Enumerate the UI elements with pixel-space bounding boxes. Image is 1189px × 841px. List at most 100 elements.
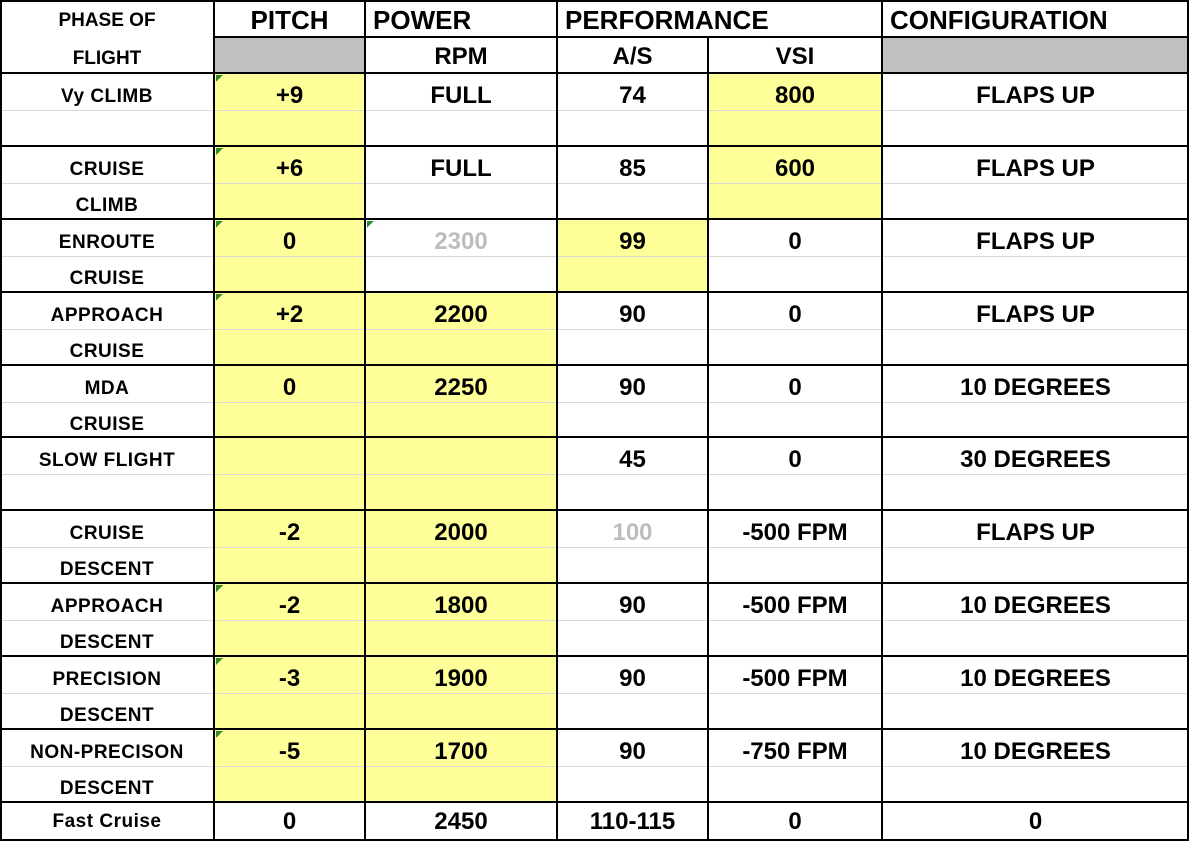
cell-value: 74 [619, 82, 646, 109]
cell-value: -3 [278, 665, 301, 692]
phase-label: APPROACH [50, 305, 164, 326]
phase-label: CLIMB [75, 195, 139, 216]
highlight [214, 146, 365, 219]
header-text: FLIGHT [72, 48, 142, 69]
cell-value: 2000 [434, 519, 488, 546]
cell-value: 800 [774, 82, 816, 109]
phase-label: DESCENT [59, 632, 155, 653]
highlight [708, 73, 882, 146]
highlight [365, 437, 557, 510]
header-text: VSI [775, 43, 815, 70]
cell-value: 2450 [434, 808, 488, 835]
highlight [214, 365, 365, 437]
header-text: POWER [373, 5, 472, 35]
header-text: RPM [434, 43, 488, 70]
cell-value: 2300 [434, 228, 488, 255]
cell-value: 90 [619, 665, 646, 692]
cell-value: +6 [275, 155, 304, 182]
cell-value: FULL [430, 155, 492, 182]
phase-label: CRUISE [69, 414, 145, 435]
cell-value: -750 FPM [742, 738, 848, 765]
sub-row-line [0, 329, 1189, 330]
highlight [365, 365, 557, 437]
cell-value: +9 [275, 82, 304, 109]
cell-value: -500 FPM [742, 592, 848, 619]
phase-label: Vy CLIMB [61, 86, 153, 107]
grid-line [0, 0, 2, 841]
highlight [365, 510, 557, 583]
grid-line [0, 218, 1189, 220]
sub-row-line [0, 256, 1189, 257]
grid-line [364, 0, 366, 841]
cell-value: 100 [612, 519, 653, 546]
grid-line [0, 72, 1189, 74]
header-text: CONFIGURATION [890, 5, 1108, 35]
comment-marker [216, 294, 223, 301]
cell-value: 0 [788, 808, 802, 835]
comment-marker [216, 221, 223, 228]
cell-value: +2 [275, 301, 304, 328]
cell-value: 0 [1028, 808, 1043, 835]
header-blank [214, 37, 365, 73]
grid-line [0, 509, 1189, 511]
sub-row-line [0, 183, 1189, 184]
comment-marker [216, 585, 223, 592]
highlight [214, 510, 365, 583]
sub-row-line [0, 693, 1189, 694]
sub-row-line [0, 110, 1189, 111]
sub-row-line [0, 547, 1189, 548]
cell-value: 90 [619, 301, 646, 328]
cell-value: FLAPS UP [976, 228, 1095, 255]
cell-value: 90 [619, 374, 646, 401]
grid-line [881, 0, 883, 841]
cell-value: 0 [282, 808, 297, 835]
highlight [214, 656, 365, 729]
highlight [214, 73, 365, 146]
sub-row-line [0, 402, 1189, 403]
cell-value: 90 [619, 592, 646, 619]
cell-value: 2200 [434, 301, 488, 328]
cell-value: 1800 [434, 592, 488, 619]
grid-line [0, 839, 1189, 841]
header-text: PITCH [250, 5, 329, 35]
cell-value: 10 DEGREES [960, 374, 1111, 401]
highlight [214, 583, 365, 656]
highlight [214, 437, 365, 510]
cell-value: FLAPS UP [976, 301, 1095, 328]
highlight [708, 146, 882, 219]
sub-row-line [0, 474, 1189, 475]
cell-value: 85 [619, 155, 646, 182]
grid-line [0, 0, 1189, 2]
cell-value: FLAPS UP [976, 155, 1095, 182]
cell-value: 600 [774, 155, 816, 182]
cell-value: 110-115 [589, 808, 676, 835]
cell-value: 10 DEGREES [960, 665, 1111, 692]
phase-label: PRECISION [52, 669, 162, 690]
cell-value: 2250 [434, 374, 488, 401]
grid-line [707, 36, 709, 841]
cell-value: 10 DEGREES [960, 738, 1111, 765]
phase-label: APPROACH [50, 596, 164, 617]
grid-line [556, 0, 558, 841]
phase-label: ENROUTE [58, 232, 156, 253]
cell-value: 1900 [434, 665, 488, 692]
grid-line [0, 582, 1189, 584]
comment-marker [367, 221, 374, 228]
highlight [365, 729, 557, 802]
cell-value: -2 [278, 592, 301, 619]
cell-value: -500 FPM [742, 665, 848, 692]
grid-line [214, 36, 1189, 38]
cell-value: 0 [282, 374, 297, 401]
cell-value: 0 [282, 228, 297, 255]
phase-label: NON-PRECISON [30, 742, 184, 763]
cell-value: 0 [788, 374, 802, 401]
grid-line [0, 291, 1189, 293]
header-text: PHASE OF [58, 10, 156, 31]
cell-value: FULL [430, 82, 492, 109]
cell-value: 10 DEGREES [960, 592, 1111, 619]
grid-line [1187, 0, 1189, 841]
cell-value: 1700 [434, 738, 488, 765]
highlight [214, 292, 365, 365]
cell-value: FLAPS UP [976, 82, 1095, 109]
